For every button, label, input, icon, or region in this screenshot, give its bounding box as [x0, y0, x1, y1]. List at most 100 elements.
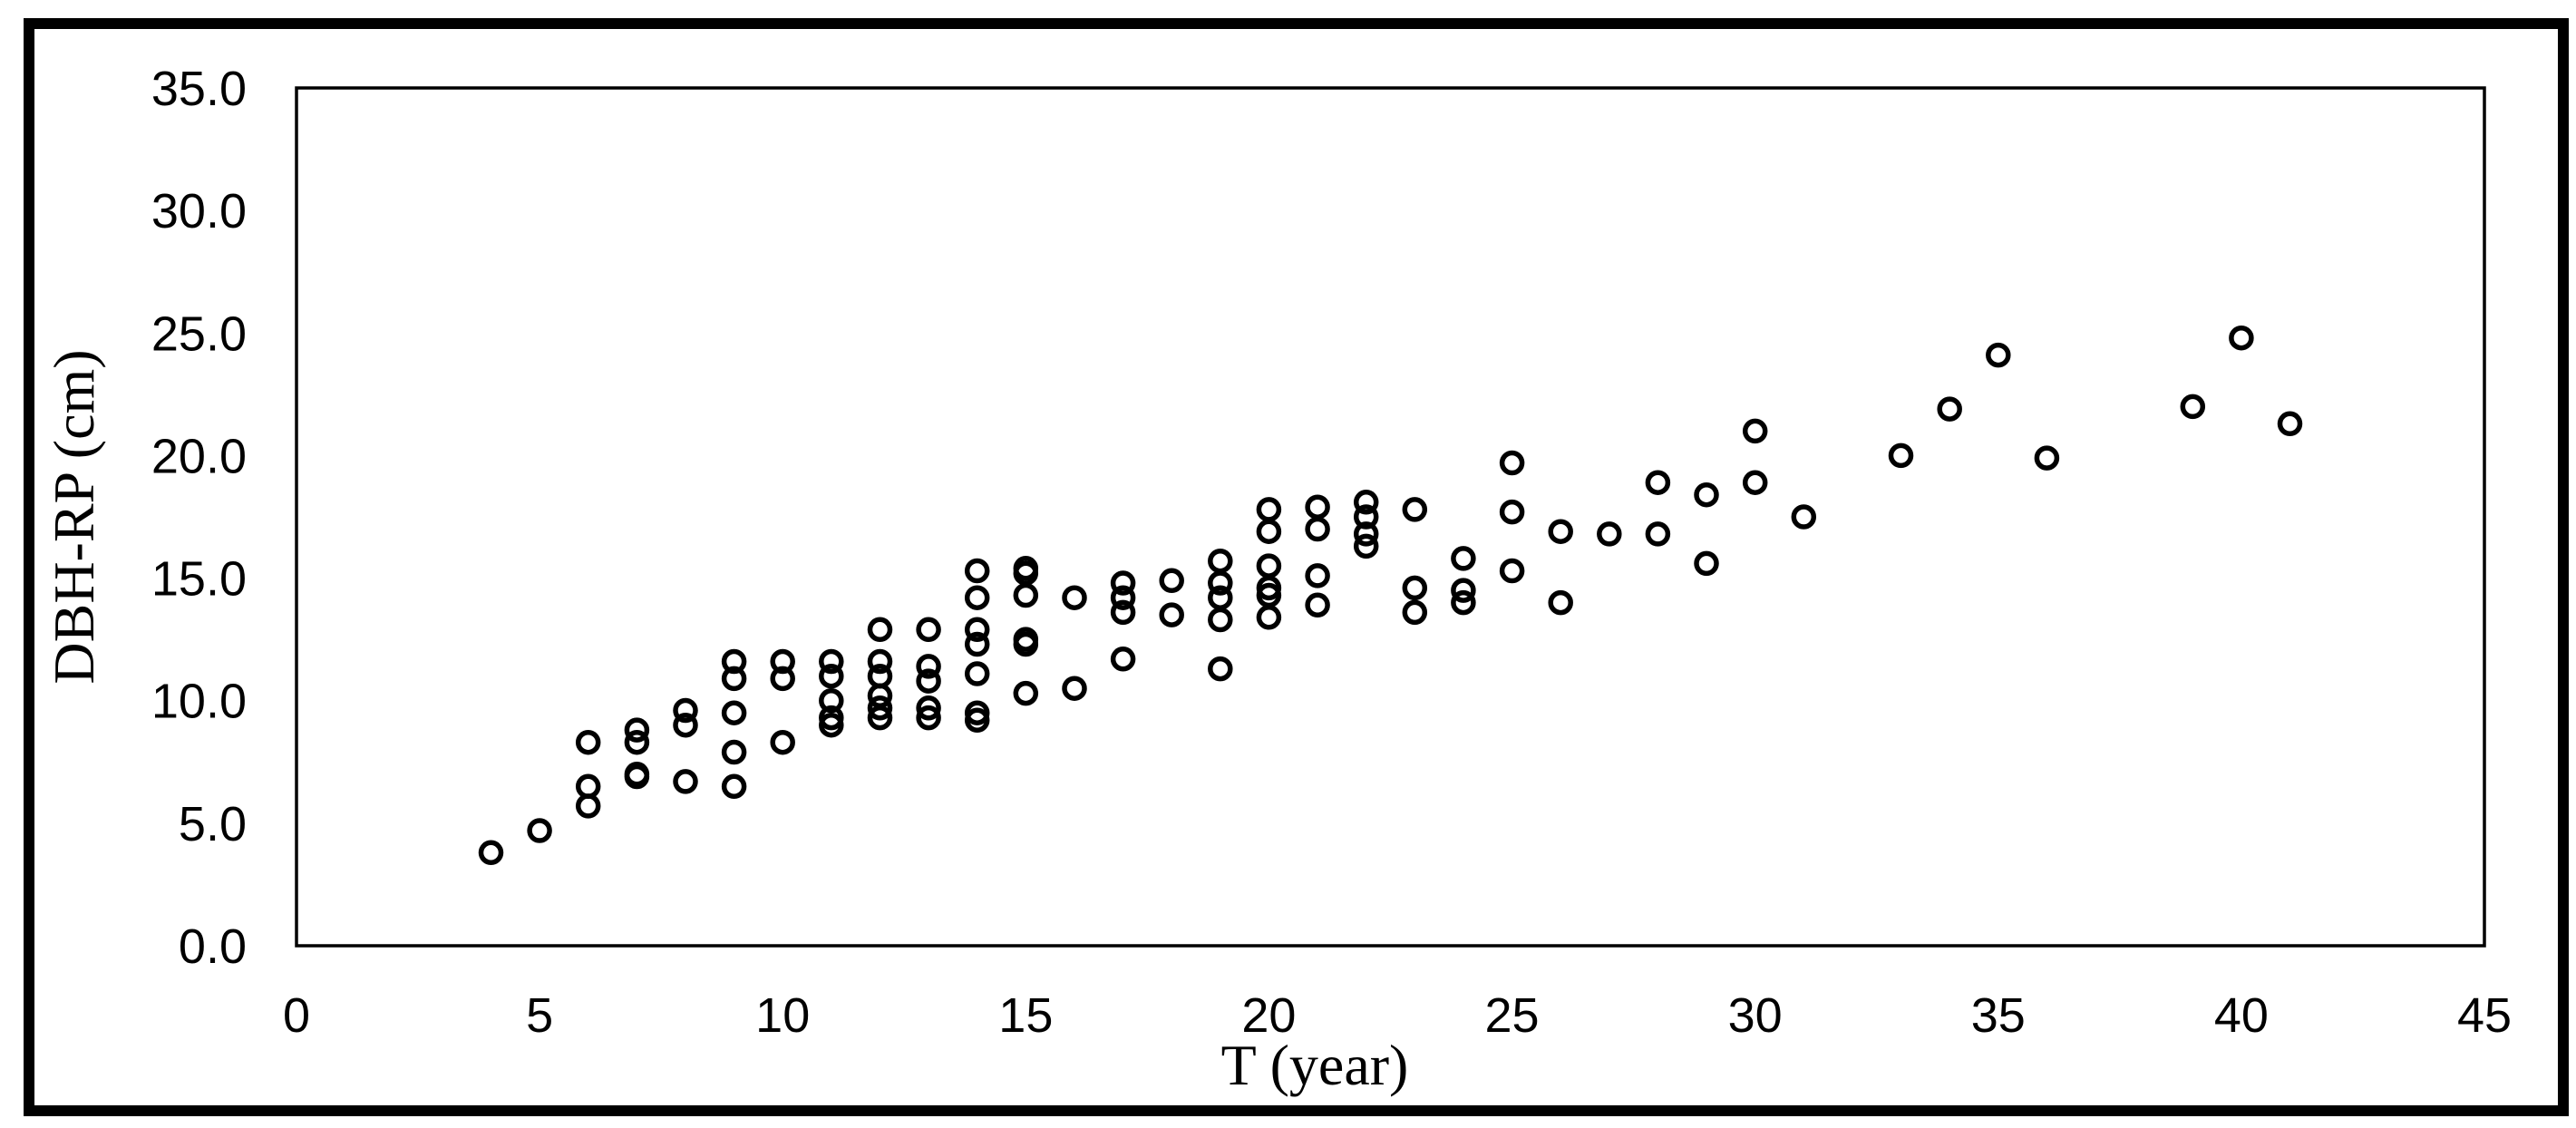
x-tick-label: 35: [1971, 988, 2026, 1043]
data-point-marker: [1013, 582, 1039, 608]
data-point-marker: [867, 648, 893, 675]
data-points: [478, 325, 2303, 866]
data-point-marker: [1062, 585, 1087, 610]
data-point-marker: [1305, 563, 1330, 588]
x-tick-label: 15: [998, 988, 1053, 1043]
data-point-marker: [1353, 533, 1379, 559]
x-axis-title: T (year): [1221, 1033, 1409, 1097]
data-point-marker: [1159, 568, 1184, 594]
data-point-marker: [1548, 519, 1573, 544]
y-axis-tick-labels: 0.0 5.0 10.0 15.0 20.0 25.0 30.0 35.0: [151, 62, 247, 974]
data-point-marker: [1208, 570, 1233, 596]
data-point-marker: [867, 705, 893, 731]
data-point-marker: [964, 585, 990, 610]
data-point-marker: [1645, 470, 1671, 495]
data-point-marker: [1451, 546, 1476, 571]
data-point-marker: [673, 697, 698, 724]
data-point-marker: [819, 687, 844, 714]
y-axis-title: DBH-RP (cm): [42, 349, 106, 684]
data-point-marker: [867, 695, 893, 721]
data-point-marker: [1645, 521, 1671, 547]
data-point-marker: [819, 648, 844, 675]
data-point-marker: [819, 663, 844, 689]
y-tick-label: 35.0: [151, 62, 247, 116]
data-point-marker: [1256, 605, 1282, 630]
data-point-marker: [916, 705, 941, 731]
data-point-marker: [673, 769, 698, 794]
data-point-marker: [1548, 589, 1573, 616]
data-point-marker: [624, 729, 650, 755]
data-point-marker: [1694, 481, 1719, 508]
data-point-marker: [624, 763, 650, 790]
data-point-marker: [964, 631, 990, 657]
y-tick-label: 0.0: [179, 919, 247, 974]
x-tick-label: 30: [1728, 988, 1783, 1043]
data-point-marker: [1256, 519, 1282, 544]
data-point-marker: [1159, 602, 1184, 627]
data-point-marker: [1353, 504, 1379, 530]
data-point-marker: [770, 729, 795, 755]
data-point-marker: [1208, 548, 1233, 574]
data-point-marker: [1013, 631, 1039, 657]
data-point-marker: [1402, 497, 1428, 522]
data-point-marker: [916, 654, 941, 679]
data-point-marker: [819, 712, 844, 738]
data-point-marker: [770, 666, 795, 692]
data-point-marker: [1208, 656, 1233, 682]
data-point-marker: [1937, 396, 1962, 422]
data-point-marker: [1451, 578, 1476, 603]
x-tick-label: 20: [1241, 988, 1296, 1043]
data-point-marker: [2180, 394, 2206, 420]
x-tick-label: 40: [2214, 988, 2269, 1043]
y-tick-label: 30.0: [151, 184, 247, 238]
plot-area: [295, 86, 2486, 948]
data-point-marker: [624, 717, 650, 743]
data-point-marker: [1499, 558, 1525, 584]
data-point-marker: [575, 793, 601, 819]
data-point-marker: [575, 773, 601, 800]
y-tick-label: 15.0: [151, 552, 247, 607]
data-point-marker: [916, 668, 941, 694]
data-point-marker: [1208, 607, 1233, 633]
data-point-marker: [1791, 504, 1817, 530]
data-point-marker: [1305, 516, 1330, 542]
data-point-marker: [1110, 599, 1136, 626]
data-point-marker: [1110, 647, 1136, 672]
y-tick-label: 10.0: [151, 675, 247, 729]
data-point-marker: [673, 712, 698, 738]
y-tick-label: 5.0: [179, 797, 247, 851]
data-point-marker: [867, 617, 893, 643]
data-point-marker: [770, 648, 795, 675]
data-point-marker: [1305, 592, 1330, 618]
data-point-marker: [2229, 325, 2254, 351]
x-tick-label: 45: [2457, 988, 2512, 1043]
data-point-marker: [1110, 585, 1136, 610]
x-tick-label: 5: [526, 988, 553, 1043]
data-point-marker: [1742, 418, 1768, 444]
data-point-marker: [2277, 411, 2303, 437]
data-point-marker: [1110, 570, 1136, 596]
data-point-marker: [527, 818, 552, 843]
data-point-marker: [721, 666, 747, 692]
data-point-marker: [916, 617, 941, 643]
data-point-marker: [2034, 445, 2060, 471]
data-point-marker: [1256, 553, 1282, 579]
data-point-marker: [1451, 589, 1476, 616]
data-point-marker: [1353, 521, 1379, 547]
data-point-marker: [478, 840, 504, 866]
data-point-marker: [721, 648, 747, 675]
data-point-marker: [964, 661, 990, 686]
y-tick-label: 20.0: [151, 429, 247, 483]
data-point-marker: [1062, 676, 1087, 701]
data-point-marker: [964, 558, 990, 584]
data-point-marker: [1305, 494, 1330, 520]
x-tick-label: 0: [283, 988, 310, 1043]
data-point-marker: [1742, 470, 1768, 495]
data-point-marker: [1353, 490, 1379, 515]
data-point-marker: [721, 700, 747, 725]
data-point-marker: [1986, 342, 2011, 368]
x-tick-label: 10: [755, 988, 810, 1043]
data-point-marker: [1499, 499, 1525, 525]
data-point-marker: [1694, 550, 1719, 577]
